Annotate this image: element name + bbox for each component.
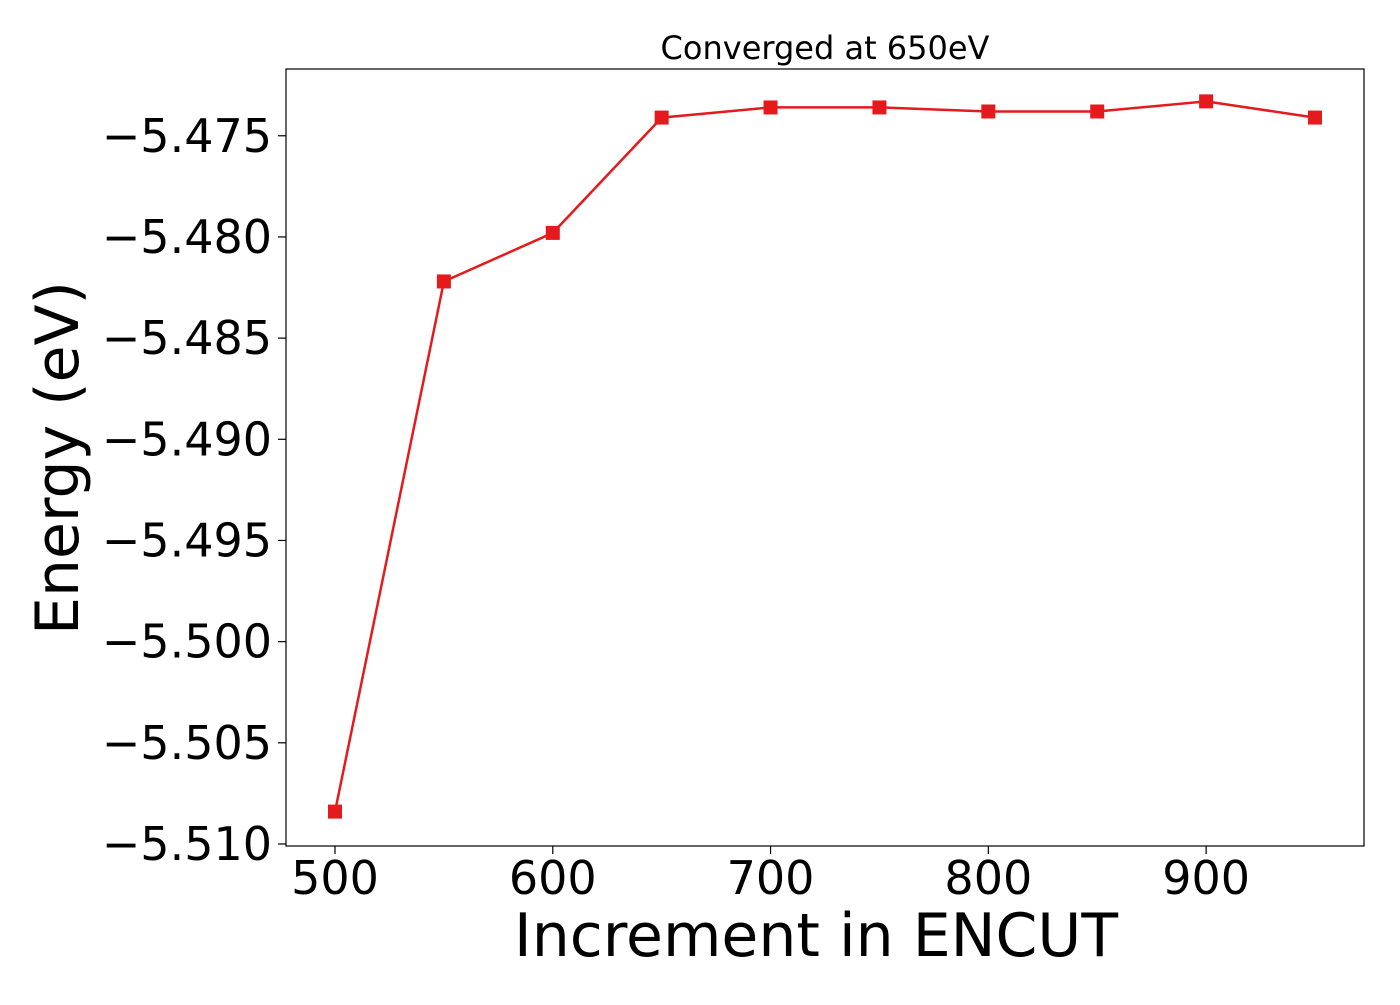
y-tick-label: −5.480 [102,210,272,264]
x-axis-label: Increment in ENCUT [514,901,1118,971]
data-point-marker [1308,110,1322,125]
plot-frame [285,68,1365,847]
x-tick-label: 800 [944,851,1032,905]
y-axis: −5.475 −5.480 −5.485 −5.490 −5.495 −5.500 −5.5… [102,109,286,871]
series-line [333,100,1316,812]
x-axis: 500 600 700 800 900 [291,846,1250,905]
x-tick-label: 700 [727,851,815,905]
y-tick-label: −5.485 [102,311,272,365]
data-point-marker [328,804,342,819]
x-tick-label: 900 [1162,851,1250,905]
y-tick-label: −5.490 [102,412,272,466]
data-point-marker [545,225,560,240]
y-tick-label: −5.500 [102,615,272,669]
data-point-marker [436,274,451,289]
x-tick-label: 500 [291,851,379,905]
data-point-marker [654,110,669,125]
data-point-marker [1090,104,1105,119]
data-point-marker [1199,94,1214,109]
data-point-marker [763,100,778,115]
data-point-marker [872,100,887,115]
y-axis-label: Energy (eV) [23,281,93,635]
x-tick-label: 600 [509,851,597,905]
data-point-marker [981,104,996,119]
chart-title: Converged at 650eV [661,29,990,67]
plot-area [328,94,1322,819]
y-tick-label: −5.475 [102,109,272,163]
y-tick-label: −5.510 [102,817,272,871]
y-tick-label: −5.495 [102,513,272,567]
y-tick-label: −5.505 [102,716,272,770]
